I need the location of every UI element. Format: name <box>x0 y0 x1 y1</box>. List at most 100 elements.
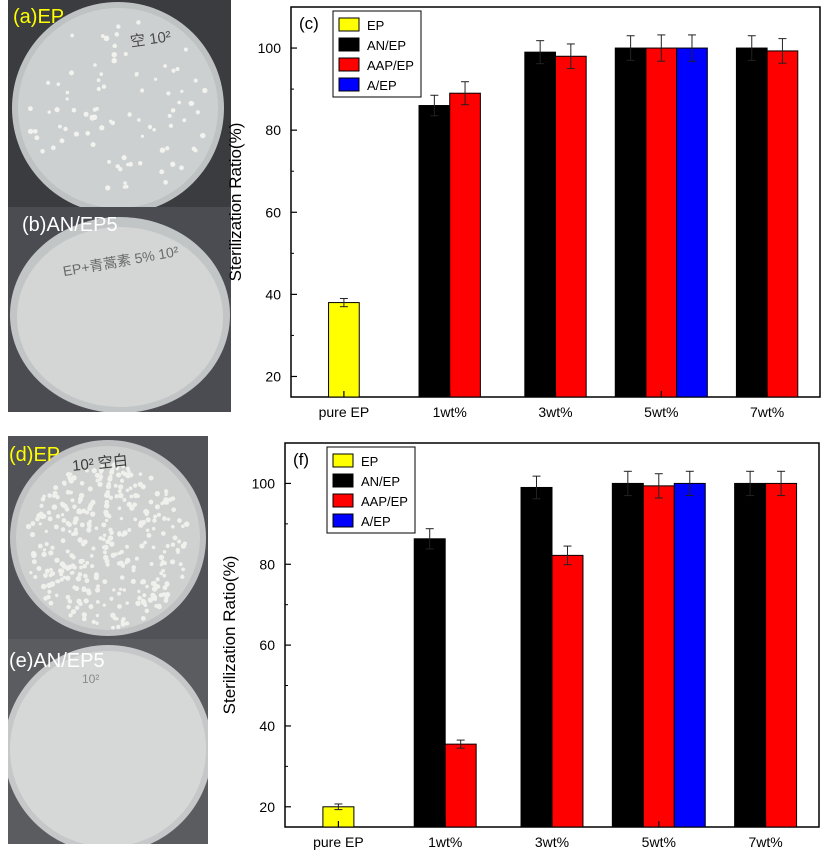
colony-dot <box>144 512 149 517</box>
colony-dot <box>65 489 71 495</box>
colony-dot <box>84 578 90 584</box>
colony-dot <box>91 546 96 551</box>
colony-dot <box>83 574 88 579</box>
colony-dot <box>116 561 122 566</box>
colony-dot <box>163 64 167 68</box>
colony-dot <box>63 503 68 509</box>
colony-dot <box>44 568 50 574</box>
colony-dot <box>111 625 115 630</box>
colony-dot <box>69 571 74 575</box>
colony-dot <box>40 496 46 502</box>
colony-dot <box>95 478 100 483</box>
colony-dot <box>162 573 167 578</box>
colony-dot <box>53 524 59 530</box>
colony-dot <box>136 20 141 25</box>
colony-dot <box>131 565 137 570</box>
colony-dot <box>184 521 190 527</box>
colony-dot <box>97 481 103 487</box>
colony-dot <box>160 531 166 536</box>
legend-swatch <box>332 453 354 468</box>
colony-dot <box>154 504 160 510</box>
colony-dot <box>52 494 56 498</box>
colony-dot <box>154 490 161 497</box>
colony-dot <box>101 84 107 89</box>
colony-dot <box>120 470 126 475</box>
colony-dot <box>47 589 52 594</box>
colony-dot <box>25 523 32 530</box>
colony-dot <box>71 107 77 113</box>
colony-dot <box>98 467 104 473</box>
colony-dot <box>105 518 109 523</box>
colony-dot <box>40 583 47 590</box>
colony-dot <box>138 522 144 528</box>
colony-dot <box>175 66 180 72</box>
colony-dot <box>157 32 161 36</box>
colony-dot <box>59 138 65 144</box>
colony-dot <box>110 468 115 473</box>
colony-dot <box>109 541 115 547</box>
y-tick-label: 80 <box>265 122 281 138</box>
colony-dot <box>68 613 73 618</box>
colony-dot <box>128 161 133 167</box>
photo-panel-a <box>8 0 231 207</box>
colony-dot <box>178 562 183 567</box>
bar <box>673 482 706 828</box>
colony-dot <box>118 166 123 172</box>
colony-dot <box>145 528 150 533</box>
colony-dot <box>29 531 36 538</box>
x-tick-label: 3wt% <box>538 404 572 420</box>
bar <box>449 92 481 398</box>
colony-dot <box>183 47 188 52</box>
colony-dot <box>100 464 104 468</box>
colony-dot <box>108 119 113 124</box>
colony-dot <box>114 494 119 499</box>
colony-dot <box>140 134 144 138</box>
colony-dot <box>121 155 127 161</box>
bar <box>735 47 768 398</box>
colony-dot <box>102 550 107 555</box>
colony-dot <box>136 494 141 498</box>
colony-dot <box>48 600 54 606</box>
colony-dot <box>148 475 154 481</box>
colony-dot <box>36 513 42 519</box>
colony-dot <box>125 601 129 605</box>
colony-dot <box>179 165 184 171</box>
x-tick-label: 1wt% <box>428 834 462 850</box>
colony-dot <box>171 507 176 512</box>
legend-label: A/EP <box>361 514 391 529</box>
colony-dot <box>117 489 122 494</box>
colony-dot <box>169 559 176 565</box>
colony-dot <box>129 505 135 511</box>
colony-dot <box>65 549 70 554</box>
colony-dot <box>112 43 117 49</box>
colony-dot <box>151 526 156 531</box>
colony-dot <box>161 568 166 573</box>
colony-dot <box>98 536 103 541</box>
colony-dot <box>165 543 170 549</box>
colony-dot <box>167 113 172 118</box>
colony-dot <box>100 34 105 38</box>
colony-dot <box>90 142 96 148</box>
x-tick-label: 1wt% <box>433 404 467 420</box>
colony-dot <box>91 619 96 625</box>
colony-dot <box>134 556 139 561</box>
colony-dot <box>151 586 158 592</box>
colony-dot <box>118 587 123 591</box>
colony-dot <box>170 108 176 113</box>
colony-dot <box>190 101 195 106</box>
colony-dot <box>128 486 133 491</box>
chart-c: 20 40 60 80 100 Sterilization Ratio(%) pure EP… <box>226 6 821 420</box>
colony-dot <box>46 510 52 515</box>
colony-dot <box>112 588 116 592</box>
colony-dot <box>65 575 71 581</box>
colony-dot <box>103 554 109 561</box>
legend-swatch <box>332 513 354 528</box>
colony-dot <box>177 100 182 105</box>
y-tick-label: 40 <box>265 286 281 302</box>
colony-dot <box>124 621 130 626</box>
bar <box>520 486 553 828</box>
colony-dot <box>140 615 146 621</box>
colony-dot <box>142 593 147 598</box>
colony-dot <box>53 485 59 491</box>
y-tick-label: 60 <box>259 637 275 653</box>
